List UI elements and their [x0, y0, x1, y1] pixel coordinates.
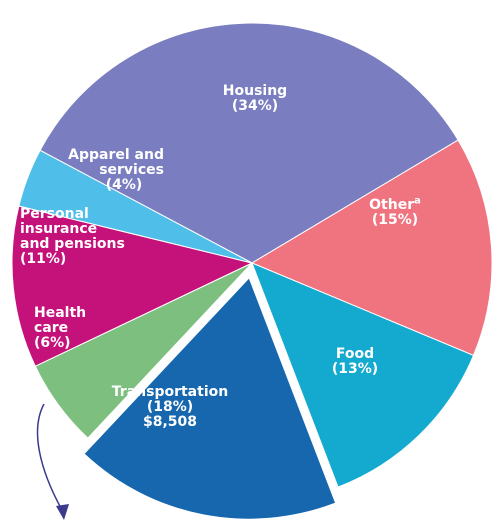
- category-name: Apparel and services: [68, 147, 164, 178]
- arrow-head: [56, 504, 69, 520]
- category-label: Othera: [335, 195, 455, 213]
- category-name: Personal insurance and pensions: [20, 206, 125, 252]
- slice-label: Housing (34%): [175, 84, 335, 114]
- value-label: (6%): [34, 335, 71, 351]
- value-label: (18%): [146, 399, 194, 415]
- pie-slice: [11, 205, 254, 367]
- slice-label: Food (13%): [300, 347, 410, 377]
- pie-slice: [18, 149, 253, 264]
- category-name: Housing: [222, 83, 288, 99]
- category-label: Transportation: [75, 385, 265, 400]
- slice-label: Apparel and services (4%): [24, 148, 164, 193]
- footnote-mark: a: [414, 195, 421, 207]
- category-name: Transportation: [111, 384, 229, 400]
- value-label: (13%): [331, 361, 379, 377]
- category-name: Health care: [34, 305, 87, 336]
- pie-slice: [84, 278, 335, 519]
- category-name: Food: [335, 346, 375, 362]
- category-label: Apparel and services: [24, 148, 164, 178]
- category-name: Other: [369, 197, 415, 213]
- category-label: Housing: [175, 84, 335, 99]
- value-label: (4%): [105, 177, 143, 193]
- value-label: (15%): [371, 212, 419, 228]
- pie-slice: [39, 22, 459, 264]
- callout-arrow: [36, 403, 63, 511]
- category-label: Personal insurance and pensions: [20, 207, 180, 252]
- slice-label: Health care (6%): [34, 306, 114, 351]
- value-label: (34%): [231, 98, 279, 114]
- category-label: Health care: [34, 306, 114, 336]
- slice-label: Personal insurance and pensions (11%): [20, 207, 180, 267]
- slice-label: Othera (15%): [335, 195, 455, 228]
- annotation: $8,508: [142, 414, 198, 430]
- value-label: (11%): [20, 251, 67, 267]
- pie-slice: [251, 262, 475, 488]
- category-label: Food: [300, 347, 410, 362]
- slice-label: Transportation (18%) $8,508: [75, 385, 265, 430]
- pie-slice: [250, 139, 493, 357]
